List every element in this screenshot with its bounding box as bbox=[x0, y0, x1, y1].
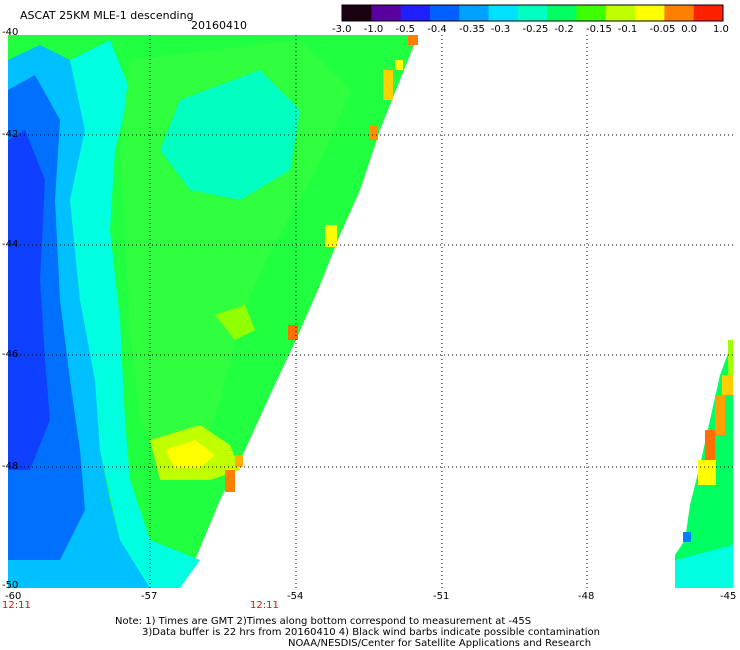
colorbar-swatch bbox=[664, 5, 695, 21]
note-line-3: NOAA/NESDIS/Center for Satellite Applica… bbox=[288, 638, 592, 649]
lon-label: -60 bbox=[5, 591, 22, 602]
grid-lines bbox=[8, 35, 733, 588]
colorbar-swatch bbox=[693, 5, 724, 21]
colorbar-label: -0.3 bbox=[490, 24, 511, 35]
colorbar bbox=[341, 4, 724, 22]
lon-label: -57 bbox=[141, 591, 158, 602]
lat-label: -44 bbox=[2, 239, 19, 250]
lat-label: -46 bbox=[2, 349, 19, 360]
lon-label: -45 bbox=[720, 591, 737, 602]
colorbar-swatch bbox=[517, 5, 548, 21]
chart-date: 20160410 bbox=[191, 19, 247, 32]
chart-title: ASCAT 25KM MLE-1 descending bbox=[20, 9, 194, 22]
colorbar-label: -0.25 bbox=[522, 24, 549, 35]
lat-label: -42 bbox=[2, 129, 19, 140]
colorbar-label: -0.4 bbox=[427, 24, 447, 35]
lon-label: -51 bbox=[433, 591, 450, 602]
note-line-2: 3)Data buffer is 22 hrs from 20160410 4)… bbox=[142, 627, 600, 638]
time-label: 12:11 bbox=[250, 600, 279, 611]
time-label: 12:11 bbox=[2, 600, 31, 611]
colorbar-swatch bbox=[400, 5, 431, 21]
note-line-1: Note: 1) Times are GMT 2)Times along bot… bbox=[115, 616, 532, 627]
swath-right bbox=[675, 340, 733, 588]
colorbar-label: -3.0 bbox=[332, 24, 352, 35]
colorbar-label: -0.05 bbox=[649, 24, 676, 35]
colorbar-label: -0.5 bbox=[395, 24, 416, 35]
colorbar-label: -0.2 bbox=[554, 24, 574, 35]
colorbar-swatch bbox=[576, 5, 607, 21]
colorbar-swatch bbox=[429, 5, 460, 21]
swath-main bbox=[8, 35, 418, 588]
colorbar-swatch bbox=[459, 5, 490, 21]
colorbar-label: -1.0 bbox=[363, 24, 384, 35]
colorbar-label: 0.0 bbox=[681, 24, 698, 35]
colorbar-label: -0.35 bbox=[459, 24, 485, 35]
lat-label: -50 bbox=[2, 580, 19, 591]
colorbar-label: -0.1 bbox=[617, 24, 638, 35]
colorbar-label: 1.0 bbox=[713, 24, 729, 35]
colorbar-label: -0.15 bbox=[586, 24, 612, 35]
lat-label: -48 bbox=[2, 461, 19, 472]
lon-label: -48 bbox=[578, 591, 595, 602]
colorbar-swatches bbox=[342, 5, 724, 21]
lon-label: -54 bbox=[287, 591, 304, 602]
colorbar-swatch bbox=[371, 5, 402, 21]
colorbar-swatch bbox=[635, 5, 665, 21]
colorbar-swatch bbox=[342, 5, 372, 21]
lat-label: -40 bbox=[2, 27, 19, 38]
colorbar-swatch bbox=[605, 5, 636, 21]
colorbar-swatch bbox=[547, 5, 577, 21]
colorbar-swatch bbox=[488, 5, 519, 21]
